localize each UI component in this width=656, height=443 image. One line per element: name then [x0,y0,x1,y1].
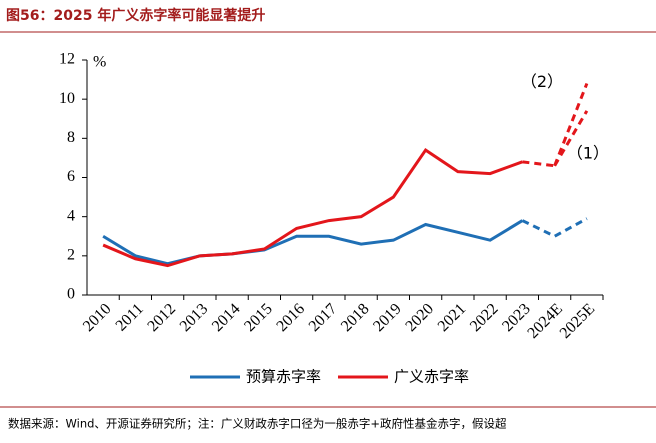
series-line [521,217,588,238]
y-tick-label: 6 [67,168,75,185]
x-tick-label: 2018 [338,300,373,335]
x-tick-label: 2016 [273,300,308,335]
legend-label: 广义赤字率 [394,368,469,386]
y-tick-label: 8 [67,129,75,146]
chart-title: 图56：2025 年广义赤字率可能显著提升 [6,7,265,24]
annotation: （2） [521,72,563,91]
series-line [522,160,555,168]
source-note: 数据来源：Wind、开源证券研究所；注：广义财政赤字口径为一般赤字+政府性基金赤… [8,417,507,431]
y-unit: % [93,54,106,71]
x-tick-label: 2012 [144,300,179,335]
x-tick-label: 2010 [80,300,115,335]
scenario-line [553,110,589,167]
series-line [102,148,523,268]
x-tick-label: 2014 [209,300,244,335]
y-tick-label: 4 [67,207,75,224]
x-tick-label: 2021 [435,300,470,335]
x-tick-label: 2025E [557,300,599,342]
x-tick-label: 2013 [177,300,212,335]
series-line [102,219,524,266]
x-tick-label: 2019 [370,300,405,335]
y-tick-label: 10 [59,90,75,107]
y-tick-label: 12 [59,51,75,68]
y-tick-label: 2 [67,247,75,264]
scenario-line [553,82,589,167]
legend-label: 预算赤字率 [246,368,321,386]
annotation: （1） [567,143,609,162]
y-tick-label: 0 [67,286,75,303]
x-tick-label: 2011 [113,300,147,334]
x-tick-label: 2022 [467,300,502,335]
x-tick-label: 2020 [402,300,437,335]
x-tick-label: 2015 [241,300,276,335]
x-tick-label: 2017 [306,300,341,335]
x-tick-label: 2024E [524,300,566,342]
